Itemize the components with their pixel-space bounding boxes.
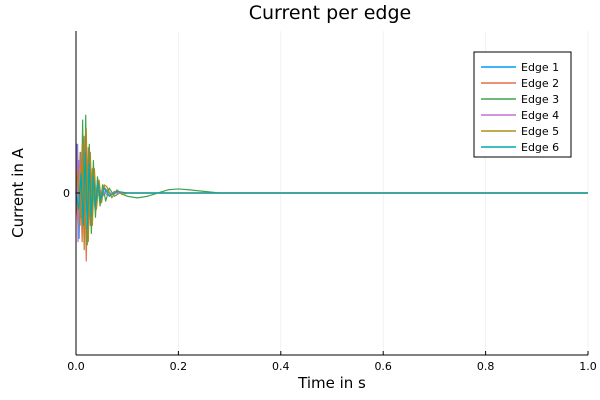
legend-label: Edge 5 xyxy=(521,125,559,138)
legend-label: Edge 2 xyxy=(521,77,559,90)
legend-box xyxy=(473,51,572,158)
legend-label: Edge 4 xyxy=(521,109,559,122)
x-tick-label: 1.0 xyxy=(579,360,597,373)
x-tick-label: 0.2 xyxy=(170,360,188,373)
y-axis-label: Current in A xyxy=(9,147,27,238)
legend-label: Edge 1 xyxy=(521,61,559,74)
legend-label: Edge 3 xyxy=(521,93,559,106)
y-tick-label: 0 xyxy=(63,187,70,200)
x-axis-label: Time in s xyxy=(297,374,366,392)
series-line-6 xyxy=(75,151,588,230)
x-tick-label: 0.0 xyxy=(67,360,85,373)
legend: Edge 1 Edge 2 Edge 3 Edge 4 Edge 5 Edge 6 xyxy=(473,51,572,158)
series-lines xyxy=(75,114,588,262)
x-tick-label: 0.8 xyxy=(477,360,495,373)
x-ticks: 0.0 0.2 0.4 0.6 0.8 1.0 xyxy=(67,351,597,373)
x-tick-label: 0.4 xyxy=(272,360,290,373)
x-tick-label: 0.6 xyxy=(374,360,392,373)
chart-title: Current per edge xyxy=(249,2,412,24)
y-ticks: 0 xyxy=(63,187,80,200)
series-line-1 xyxy=(75,143,588,239)
legend-label: Edge 6 xyxy=(521,141,559,154)
series-line-5 xyxy=(75,127,588,251)
